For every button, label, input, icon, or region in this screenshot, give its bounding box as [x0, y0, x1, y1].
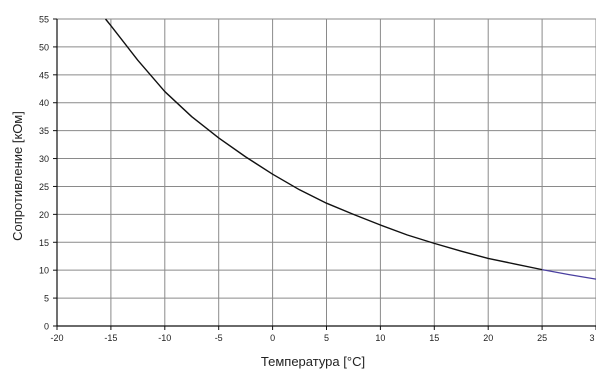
y-tick-label: 30 — [39, 154, 49, 164]
y-tick-label: 55 — [39, 15, 49, 25]
x-tick-label: 0 — [270, 333, 275, 343]
y-tick-label: 20 — [39, 210, 49, 220]
x-tick-label: 3 — [589, 333, 594, 343]
resistance-curve — [104, 18, 543, 271]
x-tick-label: 15 — [429, 333, 439, 343]
y-axis-label: Сопротивление [кОм] — [10, 111, 25, 241]
data-series — [104, 18, 596, 280]
x-tick-label: 25 — [537, 333, 547, 343]
x-tick-label: -10 — [158, 333, 171, 343]
y-tick-label: 35 — [39, 126, 49, 136]
x-tick-label: -15 — [104, 333, 117, 343]
y-tick-label: 15 — [39, 238, 49, 248]
y-tick-label: 45 — [39, 70, 49, 80]
x-tick-label: 10 — [375, 333, 385, 343]
y-tick-label: 10 — [39, 266, 49, 276]
x-tick-label: 5 — [324, 333, 329, 343]
axes — [53, 18, 596, 330]
x-tick-label: -5 — [215, 333, 223, 343]
resistance-curve-tail — [541, 269, 596, 280]
y-tick-label: 0 — [44, 322, 49, 332]
tick-labels: -20 -15 -10 -5 0 5 10 15 20 25 3051015202530354045… — [39, 15, 595, 344]
y-tick-label: 25 — [39, 182, 49, 192]
x-axis-label: Температура [°C] — [261, 354, 365, 369]
x-tick-label: 20 — [483, 333, 493, 343]
grid — [56, 18, 596, 327]
x-tick-label: -20 — [50, 333, 63, 343]
y-tick-label: 5 — [44, 294, 49, 304]
y-tick-label: 40 — [39, 98, 49, 108]
y-tick-label: 50 — [39, 42, 49, 52]
